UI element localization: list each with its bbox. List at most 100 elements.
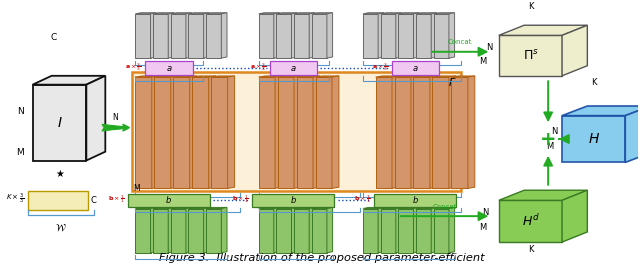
Polygon shape (294, 13, 315, 14)
Polygon shape (291, 207, 297, 253)
Polygon shape (154, 77, 171, 188)
Polygon shape (168, 13, 174, 58)
Text: $\mathbf{b}\times\frac{1}{1}$: $\mathbf{b}\times\frac{1}{1}$ (354, 193, 371, 205)
Polygon shape (416, 209, 431, 253)
Polygon shape (562, 116, 625, 162)
Polygon shape (206, 207, 227, 209)
Polygon shape (171, 13, 191, 14)
Polygon shape (204, 13, 209, 58)
Text: a: a (291, 64, 296, 73)
Bar (28, 192, 88, 210)
Polygon shape (294, 14, 309, 58)
Polygon shape (188, 209, 204, 253)
Text: $H^d$: $H^d$ (522, 213, 540, 229)
Text: K: K (528, 2, 533, 11)
Polygon shape (381, 13, 401, 14)
Polygon shape (434, 207, 454, 209)
Polygon shape (211, 77, 228, 188)
Polygon shape (259, 209, 274, 253)
Text: M: M (479, 223, 486, 232)
Text: ★: ★ (55, 169, 64, 179)
Polygon shape (206, 13, 227, 14)
Text: Concat: Concat (448, 39, 472, 46)
Polygon shape (411, 76, 418, 188)
Text: a: a (413, 64, 418, 73)
Polygon shape (291, 13, 297, 58)
Polygon shape (275, 76, 282, 188)
Polygon shape (416, 13, 437, 14)
Polygon shape (363, 13, 384, 14)
Polygon shape (276, 14, 291, 58)
Polygon shape (276, 13, 297, 14)
Polygon shape (186, 207, 191, 253)
Polygon shape (312, 209, 327, 253)
Polygon shape (192, 77, 209, 188)
Polygon shape (33, 85, 86, 161)
Polygon shape (378, 207, 384, 253)
Polygon shape (276, 209, 291, 253)
Polygon shape (135, 14, 150, 58)
Polygon shape (278, 76, 301, 77)
Polygon shape (86, 76, 106, 161)
Polygon shape (168, 207, 174, 253)
Polygon shape (150, 13, 156, 58)
Polygon shape (468, 76, 475, 188)
Polygon shape (259, 76, 282, 77)
Polygon shape (398, 207, 419, 209)
Polygon shape (376, 76, 399, 77)
Polygon shape (394, 76, 418, 77)
Bar (392, 61, 439, 75)
Polygon shape (211, 76, 235, 77)
Text: $\mathbf{a}\times\frac{3}{3}$: $\mathbf{a}\times\frac{3}{3}$ (125, 61, 142, 73)
Polygon shape (413, 76, 437, 77)
Polygon shape (398, 13, 419, 14)
Polygon shape (188, 207, 209, 209)
Polygon shape (276, 207, 297, 209)
Polygon shape (313, 76, 320, 188)
Polygon shape (416, 207, 437, 209)
Text: N: N (17, 107, 24, 116)
Text: Figure 3.  Illustration of the proposed parameter-efficient: Figure 3. Illustration of the proposed p… (159, 253, 484, 263)
Polygon shape (381, 209, 396, 253)
Polygon shape (396, 207, 401, 253)
Polygon shape (296, 77, 313, 188)
Polygon shape (430, 76, 437, 188)
Text: C: C (91, 196, 97, 205)
Text: M: M (479, 58, 486, 67)
Polygon shape (433, 77, 449, 188)
Polygon shape (451, 77, 468, 188)
Polygon shape (204, 207, 209, 253)
Polygon shape (189, 76, 196, 188)
Polygon shape (173, 77, 189, 188)
Polygon shape (499, 25, 588, 35)
Text: $\mathbf{b}\times\frac{1}{1}$: $\mathbf{b}\times\frac{1}{1}$ (108, 193, 125, 205)
Bar (132, 72, 461, 191)
Polygon shape (499, 35, 562, 76)
Polygon shape (449, 13, 454, 58)
Polygon shape (192, 76, 216, 77)
Polygon shape (188, 13, 209, 14)
Polygon shape (274, 13, 280, 58)
Text: b: b (291, 196, 296, 205)
Text: $\Pi^s$: $\Pi^s$ (522, 48, 538, 63)
Polygon shape (153, 13, 174, 14)
Polygon shape (294, 76, 301, 188)
Polygon shape (413, 13, 419, 58)
Text: $\mathbf{b}\times\frac{1}{1}$: $\mathbf{b}\times\frac{1}{1}$ (232, 193, 249, 205)
Polygon shape (152, 76, 159, 188)
Polygon shape (316, 76, 339, 77)
Polygon shape (228, 76, 235, 188)
Polygon shape (451, 76, 475, 77)
Bar (374, 194, 456, 206)
Text: H: H (588, 132, 599, 146)
Polygon shape (259, 13, 280, 14)
Text: +: + (540, 130, 556, 148)
Polygon shape (434, 209, 449, 253)
Polygon shape (209, 76, 216, 188)
Polygon shape (431, 207, 437, 253)
Polygon shape (153, 14, 168, 58)
Polygon shape (188, 14, 204, 58)
Text: M: M (134, 184, 140, 193)
Polygon shape (171, 209, 186, 253)
Polygon shape (398, 209, 413, 253)
